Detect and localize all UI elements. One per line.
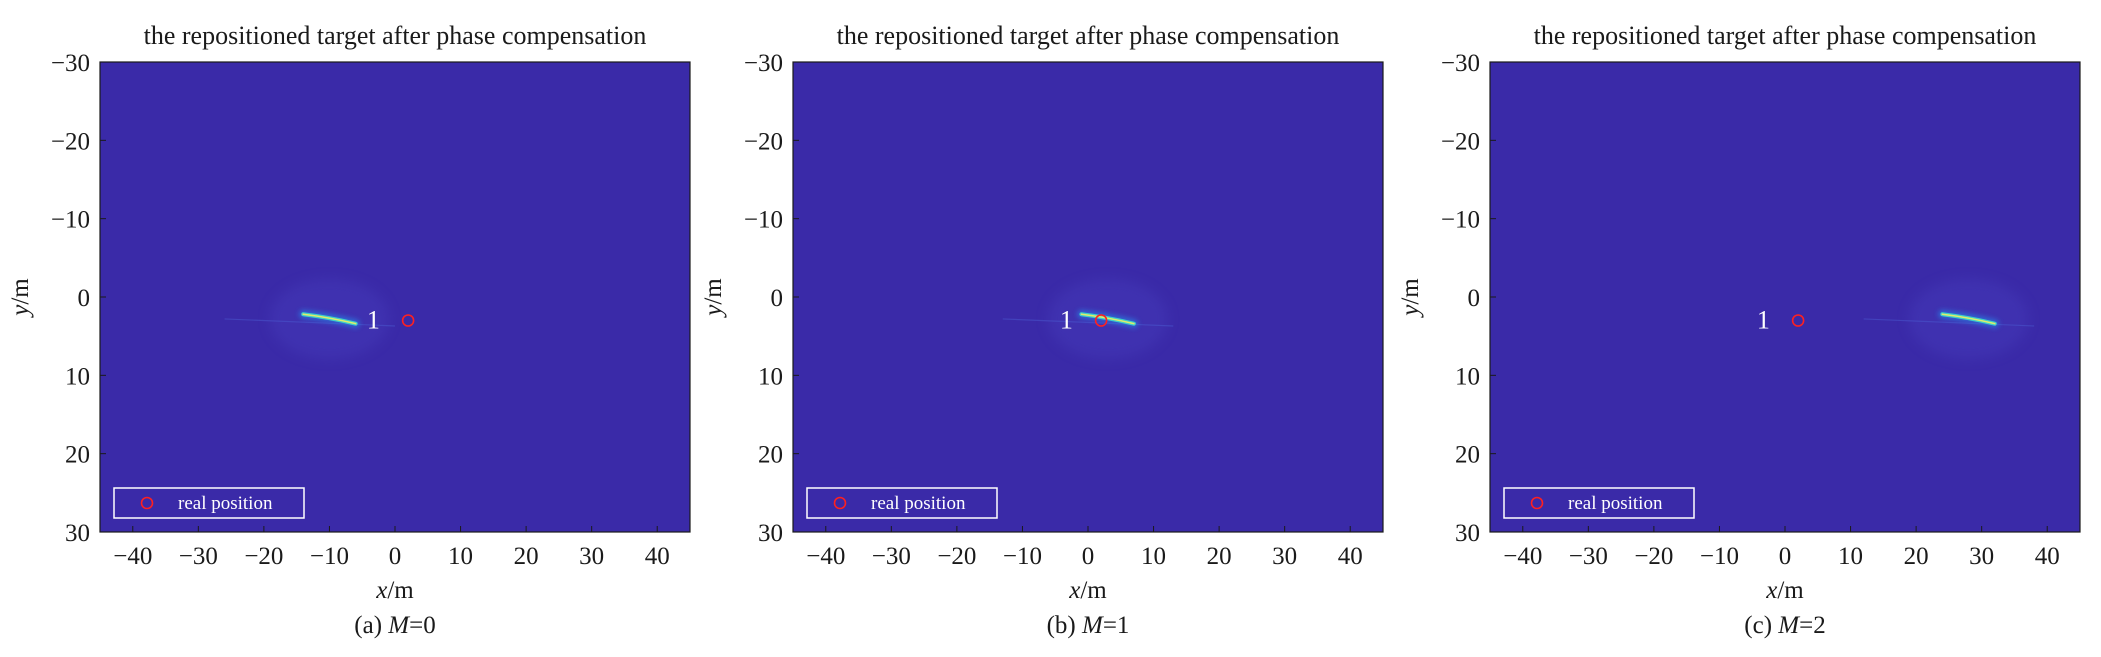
y-tick-label: 10 bbox=[758, 363, 783, 390]
legend-marker bbox=[833, 496, 847, 510]
y-tick-label: 0 bbox=[771, 285, 784, 312]
streak-tail bbox=[1002, 318, 1174, 327]
plot-area bbox=[100, 62, 690, 532]
x-tick-label: −30 bbox=[872, 543, 911, 570]
x-tick-label: 40 bbox=[1338, 543, 1363, 570]
y-tick-label: 20 bbox=[65, 442, 90, 469]
x-tick-label: −40 bbox=[1503, 543, 1542, 570]
y-tick-label: −30 bbox=[51, 50, 90, 77]
target-label: 1 bbox=[1060, 306, 1073, 335]
legend-box bbox=[113, 487, 305, 519]
legend-label: real position bbox=[1568, 493, 1663, 514]
x-tick-label: 0 bbox=[1082, 543, 1095, 570]
y-tick-label: −30 bbox=[1441, 50, 1480, 77]
streak-core bbox=[302, 313, 357, 325]
x-tick-label: −20 bbox=[244, 543, 283, 570]
y-axis-label: y/m bbox=[7, 278, 34, 319]
panel-caption: (b) M=1 bbox=[1047, 612, 1130, 639]
legend-label: real position bbox=[871, 493, 966, 514]
panel-caption: (c) M=2 bbox=[1744, 612, 1825, 639]
target-label: 1 bbox=[367, 306, 380, 335]
y-tick-label: −20 bbox=[51, 128, 90, 155]
legend-marker bbox=[1530, 496, 1544, 510]
legend-label: real position bbox=[178, 493, 273, 514]
y-axis-label: y/m bbox=[700, 278, 727, 319]
x-tick-label: 30 bbox=[579, 543, 604, 570]
x-tick-label: 30 bbox=[1272, 543, 1297, 570]
x-tick-label: −20 bbox=[937, 543, 976, 570]
x-tick-label: −10 bbox=[310, 543, 349, 570]
chart-title: the repositioned target after phase comp… bbox=[837, 21, 1340, 50]
real-position-marker bbox=[1094, 314, 1108, 327]
y-tick-label: −30 bbox=[744, 50, 783, 77]
streak-tail bbox=[1863, 318, 2035, 327]
x-tick-label: 30 bbox=[1969, 543, 1994, 570]
y-tick-label: 10 bbox=[65, 363, 90, 390]
y-tick-label: 30 bbox=[1455, 520, 1480, 547]
streak-core bbox=[1080, 313, 1135, 325]
y-tick-label: 0 bbox=[1468, 285, 1481, 312]
y-tick-label: −20 bbox=[744, 128, 783, 155]
x-tick-label: −20 bbox=[1634, 543, 1673, 570]
x-tick-label: 0 bbox=[389, 543, 402, 570]
x-tick-label: 40 bbox=[645, 543, 670, 570]
chart-title: the repositioned target after phase comp… bbox=[1534, 21, 2037, 50]
x-tick-label: 20 bbox=[514, 543, 539, 570]
x-tick-label: 10 bbox=[1838, 543, 1863, 570]
x-axis-label: x/m bbox=[375, 577, 414, 604]
y-tick-label: 0 bbox=[78, 285, 91, 312]
y-tick-label: 20 bbox=[758, 442, 783, 469]
x-tick-label: −10 bbox=[1003, 543, 1042, 570]
y-tick-label: −10 bbox=[51, 207, 90, 234]
x-tick-label: 40 bbox=[2035, 543, 2060, 570]
y-tick-label: −20 bbox=[1441, 128, 1480, 155]
panel-caption: (a) M=0 bbox=[354, 612, 435, 639]
legend-marker bbox=[140, 496, 154, 510]
x-axis-label: x/m bbox=[1068, 577, 1107, 604]
x-axis-label: x/m bbox=[1765, 577, 1804, 604]
y-tick-label: 10 bbox=[1455, 363, 1480, 390]
x-tick-label: 10 bbox=[448, 543, 473, 570]
target-label: 1 bbox=[1757, 306, 1770, 335]
y-tick-label: 30 bbox=[758, 520, 783, 547]
real-position-marker bbox=[1791, 314, 1805, 327]
streak-core bbox=[1941, 313, 1996, 325]
legend-box bbox=[806, 487, 998, 519]
y-axis-label: y/m bbox=[1397, 278, 1424, 319]
chart-panel-2: 1 real position −40 −30 −20 −10 0 10 20 30 40 −30 −2… bbox=[700, 21, 1384, 639]
chart-panel-1: 1 real position −40 −30 −20 −10 0 10 20 30 40 −30 −2… bbox=[7, 21, 691, 639]
x-tick-label: 20 bbox=[1904, 543, 1929, 570]
y-tick-label: 20 bbox=[1455, 442, 1480, 469]
y-tick-label: 30 bbox=[65, 520, 90, 547]
x-tick-label: −40 bbox=[806, 543, 845, 570]
legend-box bbox=[1503, 487, 1695, 519]
x-tick-label: 10 bbox=[1141, 543, 1166, 570]
y-tick-label: −10 bbox=[744, 207, 783, 234]
x-tick-label: 0 bbox=[1779, 543, 1792, 570]
chart-title: the repositioned target after phase comp… bbox=[144, 21, 647, 50]
x-tick-label: 20 bbox=[1207, 543, 1232, 570]
x-tick-label: −40 bbox=[113, 543, 152, 570]
x-tick-label: −30 bbox=[1569, 543, 1608, 570]
real-position-marker bbox=[401, 314, 415, 327]
streak-tail bbox=[224, 318, 396, 327]
y-tick-label: −10 bbox=[1441, 207, 1480, 234]
x-tick-label: −30 bbox=[179, 543, 218, 570]
x-tick-label: −10 bbox=[1700, 543, 1739, 570]
chart-panel-3: 1 real position −40 −30 −20 −10 0 10 20 30 40 −30 −2… bbox=[1397, 21, 2081, 639]
